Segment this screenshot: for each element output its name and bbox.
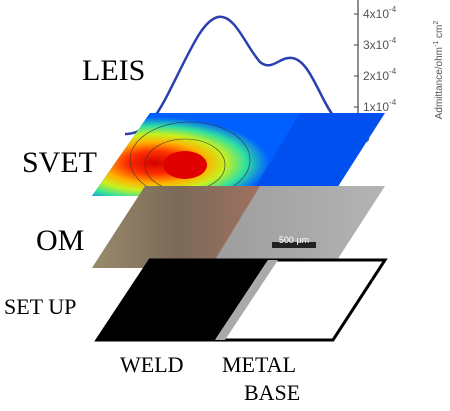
tick-exp: -4 [389,36,397,45]
svet-core [163,151,207,179]
tick-base: 2x10 [363,69,389,83]
axis-title: Admittance/ohm-1 cm2 [433,21,445,120]
tick-base: 3x10 [363,38,389,52]
tick-label: 2x10-4 [363,67,397,83]
tick-exp: -4 [389,5,397,14]
label-metal: METAL [222,352,296,377]
tick-base: 1x10 [363,100,389,114]
label-svet: SVET [22,146,97,179]
axis-title-part: cm [434,25,445,41]
axis-title-part: Admittance/ohm [434,47,445,119]
scale-label: 500 µm [279,235,309,245]
tick-label: 3x10-4 [363,36,397,52]
tick-base: 4x10 [363,7,389,21]
tick-exp: -4 [389,98,397,107]
tick-exp: -4 [389,67,397,76]
tick-label: 1x10-4 [363,98,397,114]
setup-stripe [215,260,278,340]
axis-title-part: 2 [433,21,440,25]
label-weld: WELD [120,352,184,377]
tick-label: 4x10-4 [363,5,397,21]
axis-title-part: -1 [433,41,440,47]
scale-bar [272,242,316,248]
setup-weld [97,260,268,340]
label-om: OM [36,224,84,257]
label-base: BASE [244,380,300,405]
label-setup: SET UP [4,294,76,319]
om-weld [92,186,260,268]
label-leis: LEIS [82,54,145,87]
